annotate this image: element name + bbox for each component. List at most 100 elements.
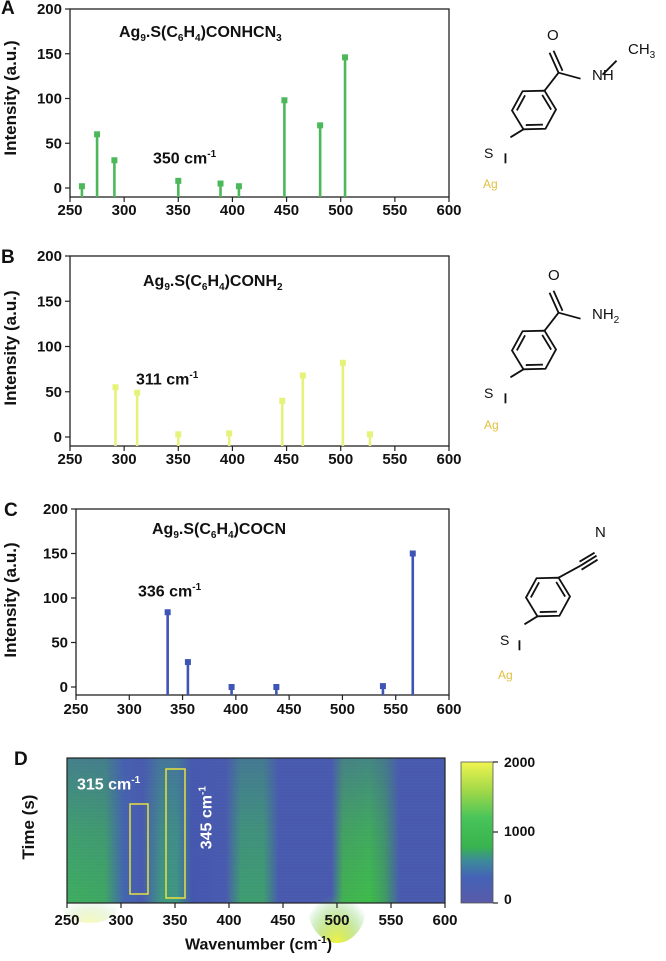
stem-chart-c: 0 50 100 150 200 250 300 350 400 450 500 550 600	[43, 501, 462, 718]
x-tick-label: 600	[436, 451, 461, 468]
molecule-structure-c	[518, 551, 599, 651]
mol-c-nitrogen: N	[595, 524, 606, 541]
x-tick-label: 350	[166, 451, 191, 468]
panel-a-title: Ag9.S(C6H4)CONHCN3	[119, 24, 282, 45]
stem-marker	[409, 550, 416, 557]
stem-marker	[235, 183, 242, 190]
stem-marker	[228, 684, 235, 690]
molecule-structure-a	[504, 50, 618, 164]
stem-marker	[217, 180, 224, 187]
y-tick-label: 150	[37, 46, 62, 63]
colorbar	[460, 761, 494, 904]
x-tick-label: 400	[216, 912, 241, 929]
x-tick-label: 600	[436, 202, 461, 219]
x-tick-label: 550	[383, 701, 408, 718]
stem-marker	[317, 122, 324, 129]
x-tick-label: 500	[330, 701, 355, 718]
x-tick-label: 450	[274, 451, 299, 468]
x-tick-label: 350	[166, 202, 191, 219]
stem-marker	[339, 359, 346, 366]
panel-c-title: Ag9.S(C6H4)COCN	[152, 521, 287, 542]
y-tick-label: 50	[45, 384, 62, 401]
stem-marker	[299, 372, 306, 379]
x-tick-label: 300	[112, 202, 137, 219]
y-tick-label: 0	[54, 429, 62, 446]
stem-marker	[78, 183, 85, 190]
mol-a-oxygen: O	[547, 27, 559, 44]
x-tick-label: 350	[170, 701, 195, 718]
y-tick-label: 100	[37, 91, 62, 108]
stem-marker	[184, 659, 191, 666]
panel-letter-d: D	[14, 749, 28, 770]
x-tick-label: 600	[436, 701, 461, 718]
panel-b-ylabel: Intensity (a.u.)	[1, 290, 20, 406]
stem-marker	[273, 684, 280, 690]
stem-marker	[279, 397, 286, 404]
panel-letter-a: A	[1, 0, 15, 19]
x-tick-label: 450	[277, 701, 302, 718]
stem-marker	[134, 389, 141, 396]
panel-letter-b: B	[1, 247, 15, 268]
mol-a-silver: Ag	[483, 177, 498, 191]
x-tick-label: 350	[162, 912, 187, 929]
x-tick-label: 500	[328, 451, 353, 468]
panel-d-box2-label: 345 cm-1	[197, 786, 216, 850]
x-tick-label: 550	[382, 451, 407, 468]
stem-marker	[379, 683, 386, 690]
mol-b-nh2: NH2	[592, 306, 620, 326]
highlight-box-315	[129, 803, 149, 895]
panel-letter-c: C	[4, 500, 18, 521]
stem-marker	[111, 157, 118, 164]
mol-b-silver: Ag	[484, 418, 499, 432]
panel-c-ylabel: Intensity (a.u.)	[1, 542, 20, 658]
panel-a-annotation: 350 cm-1	[153, 149, 217, 168]
y-tick-label: 100	[43, 590, 68, 607]
panel-d-ylabel: Time (s)	[19, 794, 38, 860]
panel-a-ylabel: Intensity (a.u.)	[1, 40, 20, 156]
y-tick-label: 200	[43, 501, 68, 518]
stem-chart-a: 0 50 100 150 200 250 300 350 400 450 500 550 600	[37, 1, 462, 219]
stem-marker	[175, 177, 182, 184]
panel-b-annotation: 311 cm-1	[136, 370, 199, 389]
y-tick-label: 50	[51, 635, 68, 652]
x-tick-label: 400	[220, 202, 245, 219]
stem-marker	[226, 430, 233, 437]
x-tick-label: 400	[223, 701, 248, 718]
panel-b-title: Ag9.S(C6H4)CONH2	[143, 273, 283, 294]
y-tick-label: 0	[60, 679, 68, 696]
y-tick-label: 150	[43, 546, 68, 563]
mol-b-oxygen: O	[548, 267, 560, 284]
stem-marker	[366, 431, 373, 438]
panel-d-box1-label: 315 cm-1	[77, 775, 141, 794]
x-tick-label: 450	[274, 202, 299, 219]
stem-marker	[281, 97, 288, 104]
stem-chart-b: 0 50 100 150 200 250 300 350 400 450 500 550 600	[37, 248, 462, 468]
colorbar-tick-2000: 2000	[504, 754, 536, 770]
mol-c-silver: Ag	[498, 668, 513, 682]
heatmap-panel-d: 250 300 350 400 450 500 550 600	[54, 757, 498, 943]
molecule-structure-b	[504, 290, 581, 404]
highlight-box-345	[165, 768, 186, 899]
x-tick-label: 600	[432, 912, 457, 929]
colorbar-tick-0: 0	[504, 891, 512, 907]
x-tick-label: 500	[328, 202, 353, 219]
mol-b-sulfur: S	[484, 385, 494, 401]
y-tick-label: 200	[37, 248, 62, 265]
x-tick-label: 300	[112, 451, 137, 468]
stem-marker	[94, 131, 101, 138]
colorbar-tick-1000: 1000	[504, 823, 536, 839]
panel-c-annotation: 336 cm-1	[138, 582, 202, 601]
x-tick-label: 500	[324, 912, 349, 929]
panel-d-xlabel: Wavenumber (cm-1)	[185, 935, 333, 954]
mol-c-sulfur: S	[500, 632, 510, 648]
x-tick-label: 300	[117, 701, 142, 718]
stem-marker	[175, 431, 182, 438]
y-tick-label: 0	[54, 180, 62, 197]
x-tick-label: 400	[220, 451, 245, 468]
x-tick-label: 250	[54, 912, 79, 929]
y-tick-label: 150	[37, 293, 62, 310]
stem-marker	[342, 54, 349, 61]
x-tick-label: 250	[57, 451, 82, 468]
mol-a-methyl: CH3	[628, 41, 656, 61]
x-tick-label: 300	[108, 912, 133, 929]
